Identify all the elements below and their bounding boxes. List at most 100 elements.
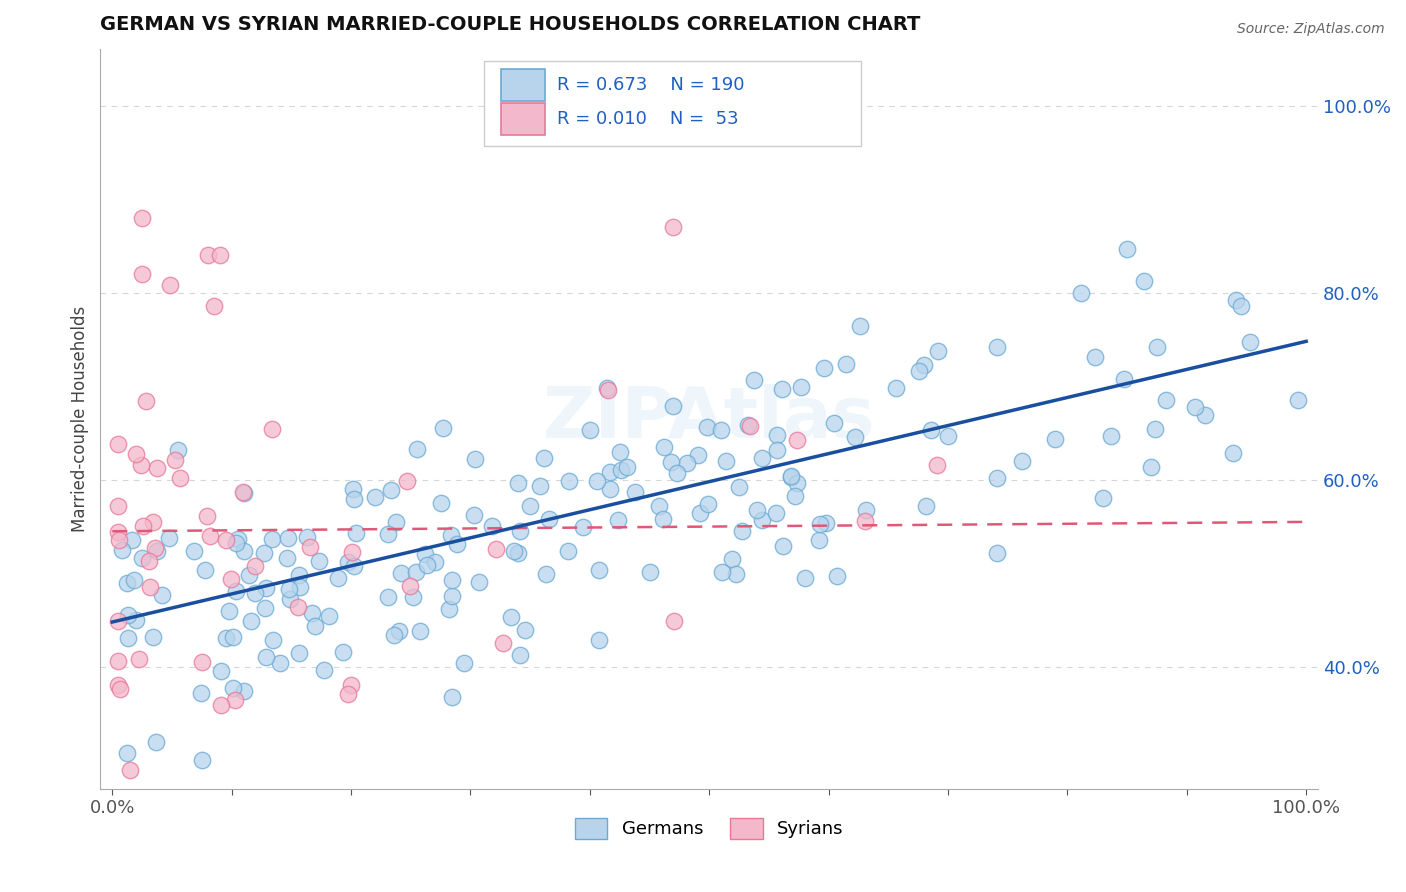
Point: [423, 555, 446, 569]
Point: [1286, 392, 1309, 407]
Point: [848, 318, 870, 333]
Point: [986, 339, 1008, 353]
Point: [262, 533, 284, 547]
Point: [780, 470, 803, 484]
Point: [222, 681, 245, 695]
Point: [146, 544, 169, 558]
Point: [662, 399, 685, 413]
Point: [578, 424, 600, 438]
Point: [290, 580, 312, 594]
Point: [534, 567, 557, 582]
Point: [446, 536, 468, 550]
Point: [225, 583, 247, 598]
Point: [728, 480, 751, 494]
Point: [342, 482, 364, 496]
Point: [131, 550, 153, 565]
Y-axis label: Married-couple Households: Married-couple Households: [72, 306, 89, 533]
Point: [262, 632, 284, 647]
Point: [215, 533, 238, 547]
Point: [364, 490, 387, 504]
Point: [389, 566, 412, 581]
Point: [145, 734, 167, 748]
Point: [742, 374, 765, 388]
Point: [468, 575, 491, 590]
Point: [111, 543, 134, 558]
Point: [738, 419, 761, 434]
Point: [287, 600, 309, 615]
Point: [485, 542, 508, 557]
Point: [128, 651, 150, 665]
Point: [508, 546, 530, 560]
Point: [508, 476, 530, 491]
Point: [280, 592, 302, 607]
Point: [1194, 408, 1216, 422]
Point: [662, 220, 685, 235]
Point: [533, 450, 555, 465]
Point: [406, 442, 429, 457]
Point: [986, 546, 1008, 560]
Point: [558, 474, 581, 488]
Point: [287, 568, 309, 582]
Point: [1154, 393, 1177, 408]
Point: [853, 514, 876, 528]
Point: [823, 416, 845, 430]
Point: [607, 513, 630, 527]
Point: [440, 528, 463, 542]
Point: [725, 567, 748, 582]
Point: [1115, 242, 1137, 256]
Point: [254, 601, 277, 615]
Point: [191, 655, 214, 669]
Point: [432, 420, 454, 434]
Point: [697, 497, 720, 511]
Point: [1222, 446, 1244, 460]
Point: [1114, 372, 1136, 386]
Point: [794, 571, 817, 585]
Point: [209, 664, 232, 678]
Point: [163, 453, 186, 467]
Point: [117, 607, 139, 622]
Point: [509, 524, 531, 538]
Point: [233, 684, 256, 698]
Point: [986, 471, 1008, 485]
Point: [262, 422, 284, 436]
Point: [150, 588, 173, 602]
Point: [157, 531, 180, 545]
Point: [254, 581, 277, 595]
Text: R = 0.010    N =  53: R = 0.010 N = 53: [557, 110, 738, 128]
Point: [253, 546, 276, 560]
Point: [1184, 401, 1206, 415]
Point: [142, 630, 165, 644]
Point: [519, 499, 541, 513]
Text: GERMAN VS SYRIAN MARRIED-COUPLE HOUSEHOLDS CORRELATION CHART: GERMAN VS SYRIAN MARRIED-COUPLE HOUSEHOL…: [100, 15, 921, 34]
Point: [808, 533, 831, 548]
Point: [437, 602, 460, 616]
Point: [131, 267, 153, 281]
Point: [295, 531, 318, 545]
Point: [502, 543, 524, 558]
Point: [194, 563, 217, 577]
Point: [688, 448, 710, 462]
Point: [598, 383, 620, 397]
Point: [340, 678, 363, 692]
Point: [122, 574, 145, 588]
Point: [107, 437, 129, 451]
Point: [481, 519, 503, 533]
Point: [585, 474, 607, 488]
Point: [599, 483, 621, 497]
Text: ZIPAtlas: ZIPAtlas: [543, 384, 876, 453]
Point: [143, 541, 166, 555]
Point: [298, 540, 321, 554]
Point: [440, 690, 463, 704]
Point: [191, 754, 214, 768]
Point: [1230, 299, 1253, 313]
Point: [912, 358, 935, 372]
Point: [405, 565, 427, 579]
Point: [336, 555, 359, 569]
Point: [232, 485, 254, 500]
Point: [278, 582, 301, 596]
Point: [884, 381, 907, 395]
Point: [208, 248, 231, 262]
Point: [844, 430, 866, 444]
Point: [276, 551, 298, 566]
Point: [304, 619, 326, 633]
